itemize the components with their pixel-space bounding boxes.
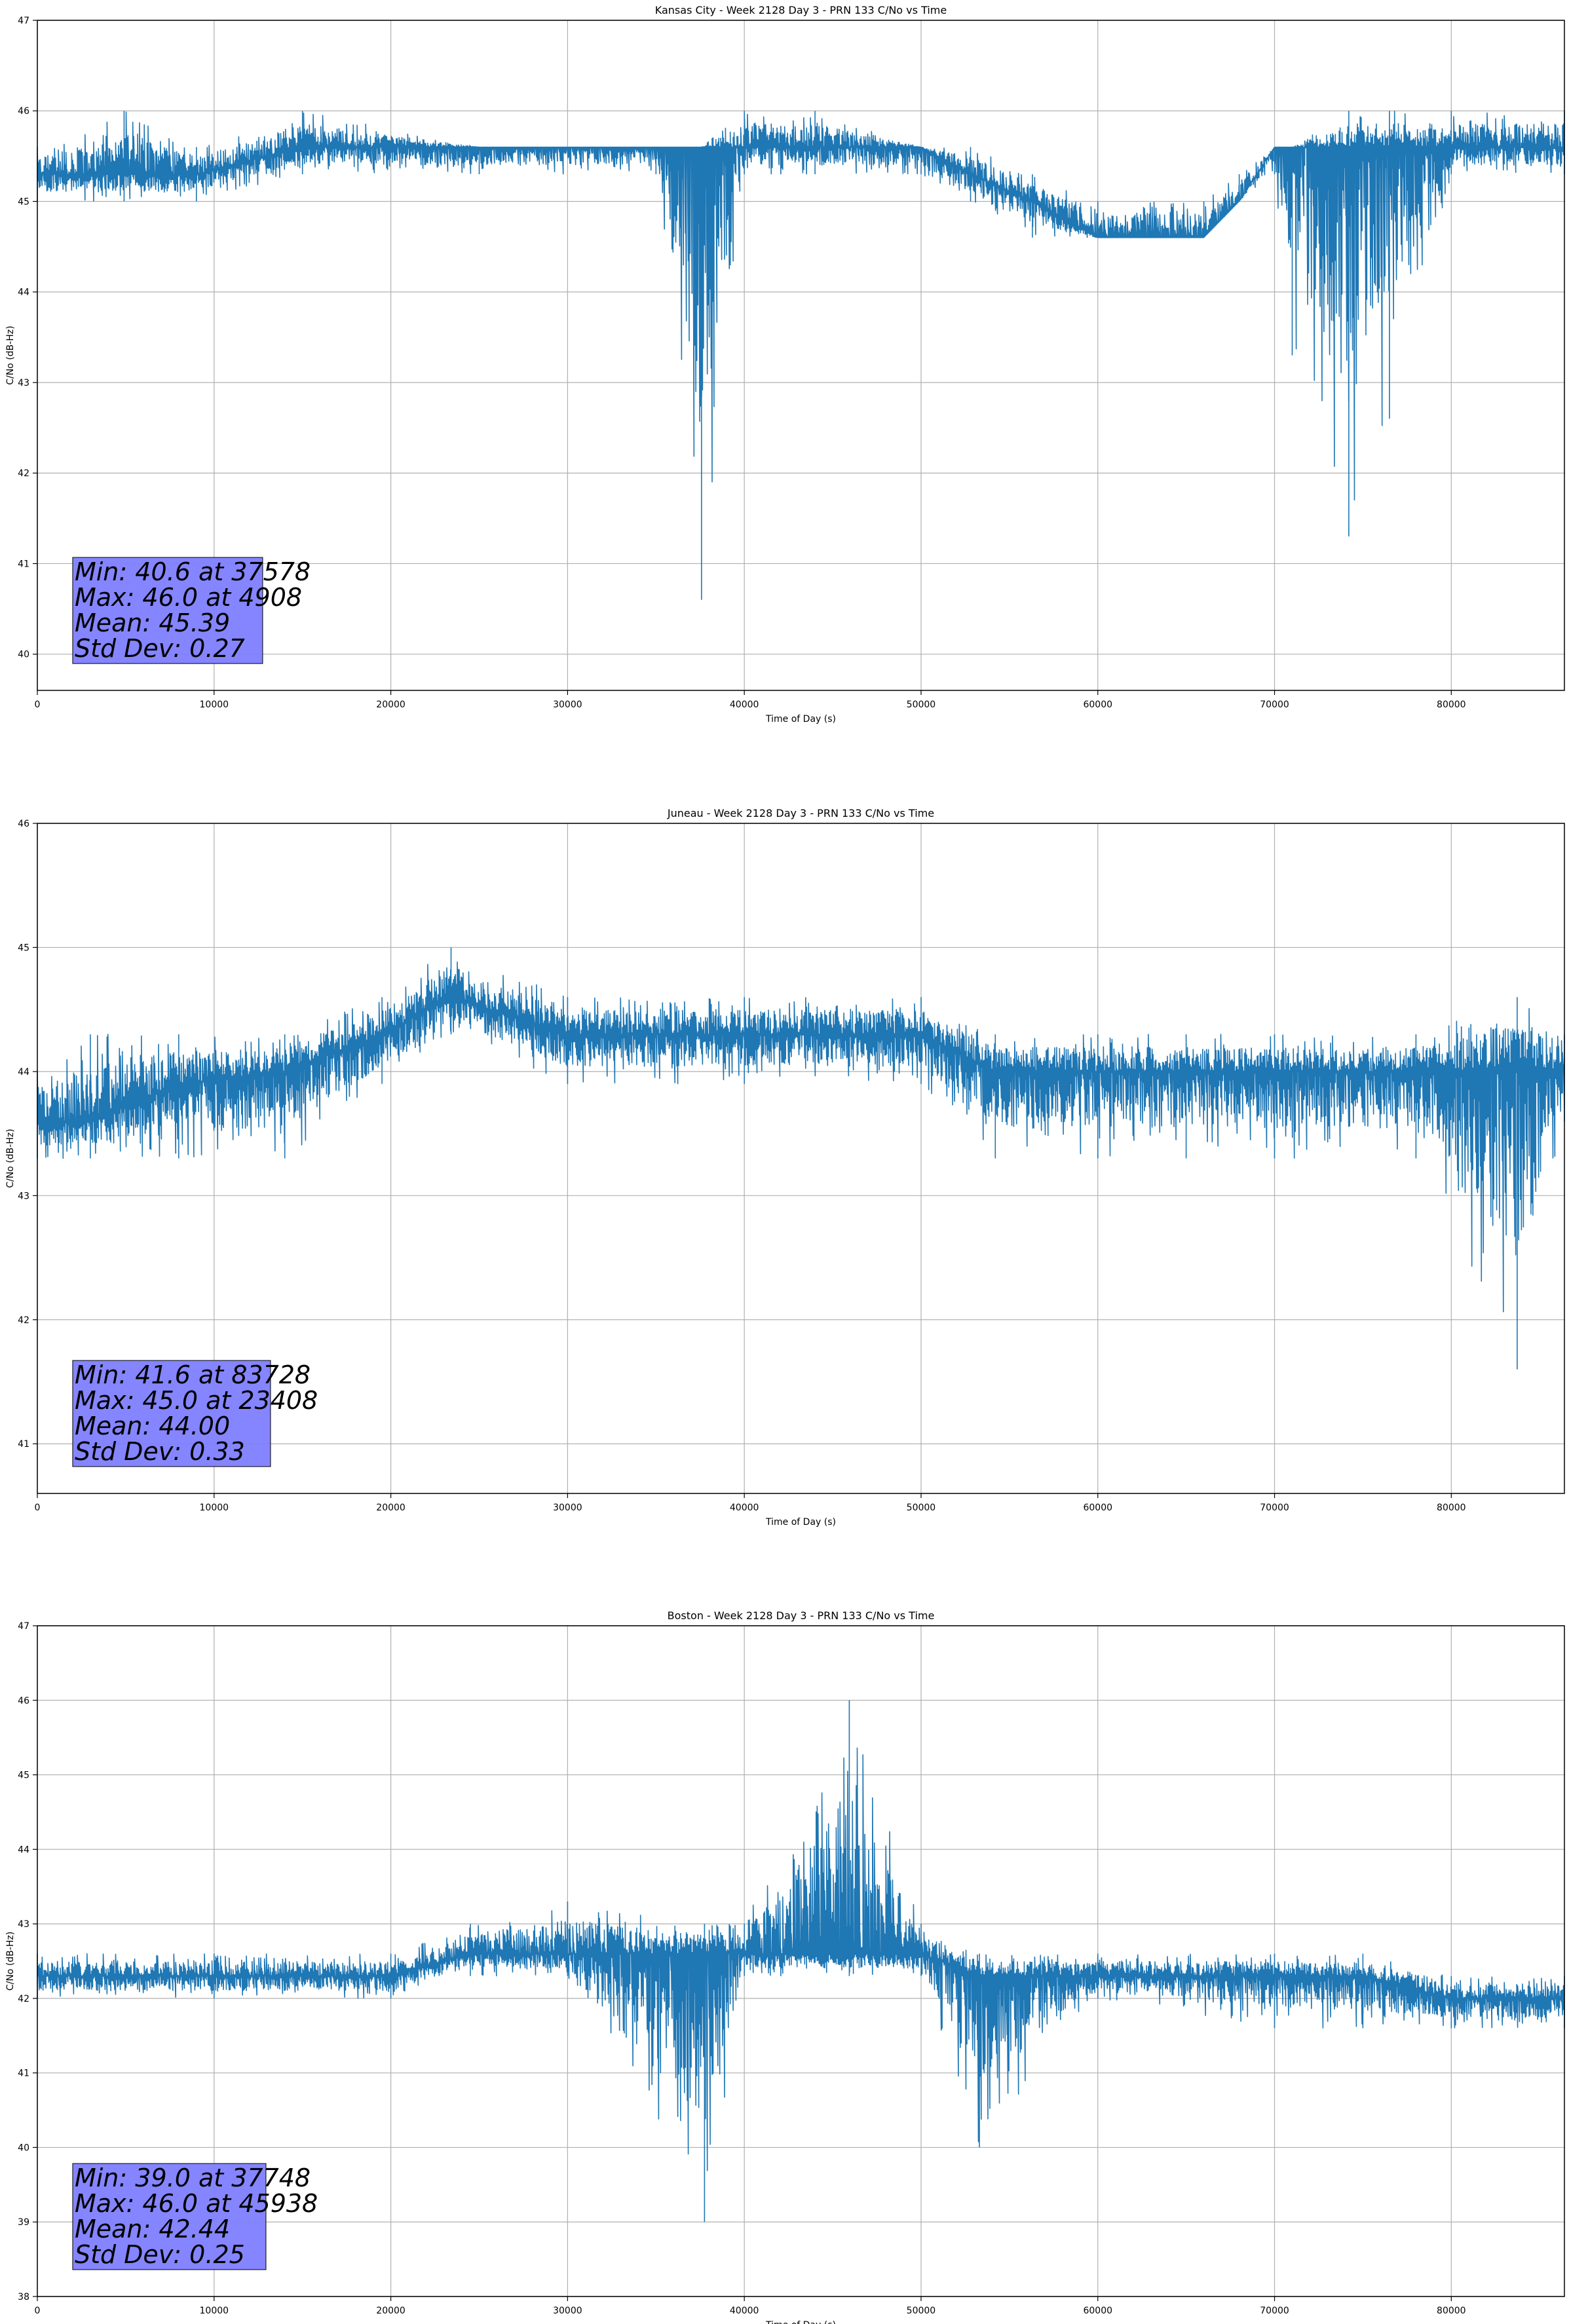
x-tick-label: 40000 (730, 1503, 759, 1513)
y-tick-label: 40 (18, 2143, 29, 2153)
stats-line: Min: 40.6 at 37578 (75, 557, 311, 586)
y-axis-label: C/No (dB-Hz) (5, 1932, 16, 1991)
chart-panel-2: 0 10000 20000 30000 40000 50000 60000 70000 8000… (5, 807, 1565, 1527)
y-tick-label: 46 (18, 1696, 29, 1706)
stats-box-background (72, 1360, 271, 1467)
x-tick-label: 10000 (200, 1503, 229, 1513)
x-tick-label: 60000 (1083, 1503, 1112, 1513)
y-tick-label: 41 (18, 2069, 29, 2079)
x-axis-label: Time of Day (s) (765, 714, 836, 724)
axes-frame (37, 1625, 1565, 2297)
axes-frame (37, 20, 1565, 691)
x-tick-label: 80000 (1437, 1503, 1466, 1513)
y-tick-label: 41 (18, 559, 29, 569)
plot-area (37, 823, 1564, 1493)
y-tick-label: 38 (18, 2292, 29, 2302)
x-tick-label: 20000 (376, 2306, 406, 2316)
stats-line: Std Dev: 0.25 (75, 2240, 245, 2269)
stats-line: Std Dev: 0.27 (75, 634, 245, 663)
x-tick-label: 30000 (553, 2306, 582, 2316)
y-tick-label: 46 (18, 819, 29, 829)
x-tick-label: 20000 (376, 700, 406, 710)
stats-line: Min: 41.6 at 83728 (75, 1360, 311, 1389)
x-tick-label: 80000 (1437, 2306, 1466, 2316)
x-tick-label: 30000 (553, 700, 582, 710)
y-tick-label: 45 (18, 943, 29, 953)
axes-frame (37, 823, 1565, 1494)
x-tick-label: 30000 (553, 1503, 582, 1513)
y-tick-label: 44 (18, 1067, 29, 1078)
x-tick-label: 0 (35, 1503, 41, 1513)
chart-title: Juneau - Week 2128 Day 3 - PRN 133 C/No … (667, 807, 934, 819)
x-tick-label: 20000 (376, 1503, 406, 1513)
y-tick-label: 42 (18, 1315, 29, 1326)
y-tick-label: 42 (18, 1994, 29, 2004)
stats-line: Max: 46.0 at 45938 (75, 2189, 318, 2218)
x-tick-label: 70000 (1260, 700, 1289, 710)
stats-line: Mean: 42.44 (75, 2215, 230, 2243)
stats-line: Mean: 44.00 (75, 1412, 230, 1440)
x-tick-label: 50000 (907, 1503, 936, 1513)
x-tick-label: 50000 (907, 700, 936, 710)
y-tick-label: 39 (18, 2217, 29, 2228)
y-tick-label: 43 (18, 1191, 29, 1201)
chart-panel-1: 0 10000 20000 30000 40000 50000 60000 70000 8000… (5, 4, 1565, 724)
chart-title: Boston - Week 2128 Day 3 - PRN 133 C/No … (668, 1609, 935, 1622)
x-tick-label: 10000 (200, 2306, 229, 2316)
y-tick-label: 46 (18, 106, 29, 117)
x-tick-label: 60000 (1083, 2306, 1112, 2316)
y-tick-label: 44 (18, 1845, 29, 1855)
x-tick-label: 0 (35, 2306, 41, 2316)
x-tick-label: 40000 (730, 2306, 759, 2316)
y-tick-label: 40 (18, 650, 29, 660)
stats-line: Mean: 45.39 (75, 609, 230, 637)
y-tick-label: 45 (18, 1771, 29, 1781)
x-tick-label: 70000 (1260, 2306, 1289, 2316)
y-tick-label: 45 (18, 197, 29, 207)
chart-panel-3: 0 10000 20000 30000 40000 50000 60000 70000 8000… (5, 1609, 1565, 2324)
y-tick-label: 41 (18, 1439, 29, 1450)
series-line (37, 110, 1565, 600)
x-tick-label: 80000 (1437, 700, 1466, 710)
y-tick-label: 47 (18, 16, 29, 26)
x-tick-label: 60000 (1083, 700, 1112, 710)
y-tick-label: 42 (18, 468, 29, 479)
x-tick-label: 10000 (200, 700, 229, 710)
stats-line: Max: 46.0 at 4908 (75, 583, 302, 612)
x-axis-label: Time of Day (s) (765, 2320, 836, 2324)
x-tick-label: 70000 (1260, 1503, 1289, 1513)
y-axis-label: C/No (dB-Hz) (5, 1129, 16, 1188)
x-tick-label: 0 (35, 700, 41, 710)
y-axis-label: C/No (dB-Hz) (5, 326, 16, 384)
stats-box-background (72, 2163, 267, 2270)
stats-line: Std Dev: 0.33 (75, 1437, 245, 1466)
x-axis-label: Time of Day (s) (765, 1517, 836, 1527)
y-tick-label: 44 (18, 288, 29, 298)
y-tick-label: 43 (18, 1919, 29, 1930)
stats-box-background (72, 557, 263, 664)
stats-line: Min: 39.0 at 37748 (75, 2164, 311, 2192)
chart-title: Kansas City - Week 2128 Day 3 - PRN 133 … (655, 4, 947, 16)
y-tick-label: 43 (18, 378, 29, 388)
x-tick-label: 50000 (907, 2306, 936, 2316)
x-tick-label: 40000 (730, 700, 759, 710)
stats-line: Max: 45.0 at 23408 (75, 1386, 318, 1415)
y-tick-label: 47 (18, 1621, 29, 1632)
